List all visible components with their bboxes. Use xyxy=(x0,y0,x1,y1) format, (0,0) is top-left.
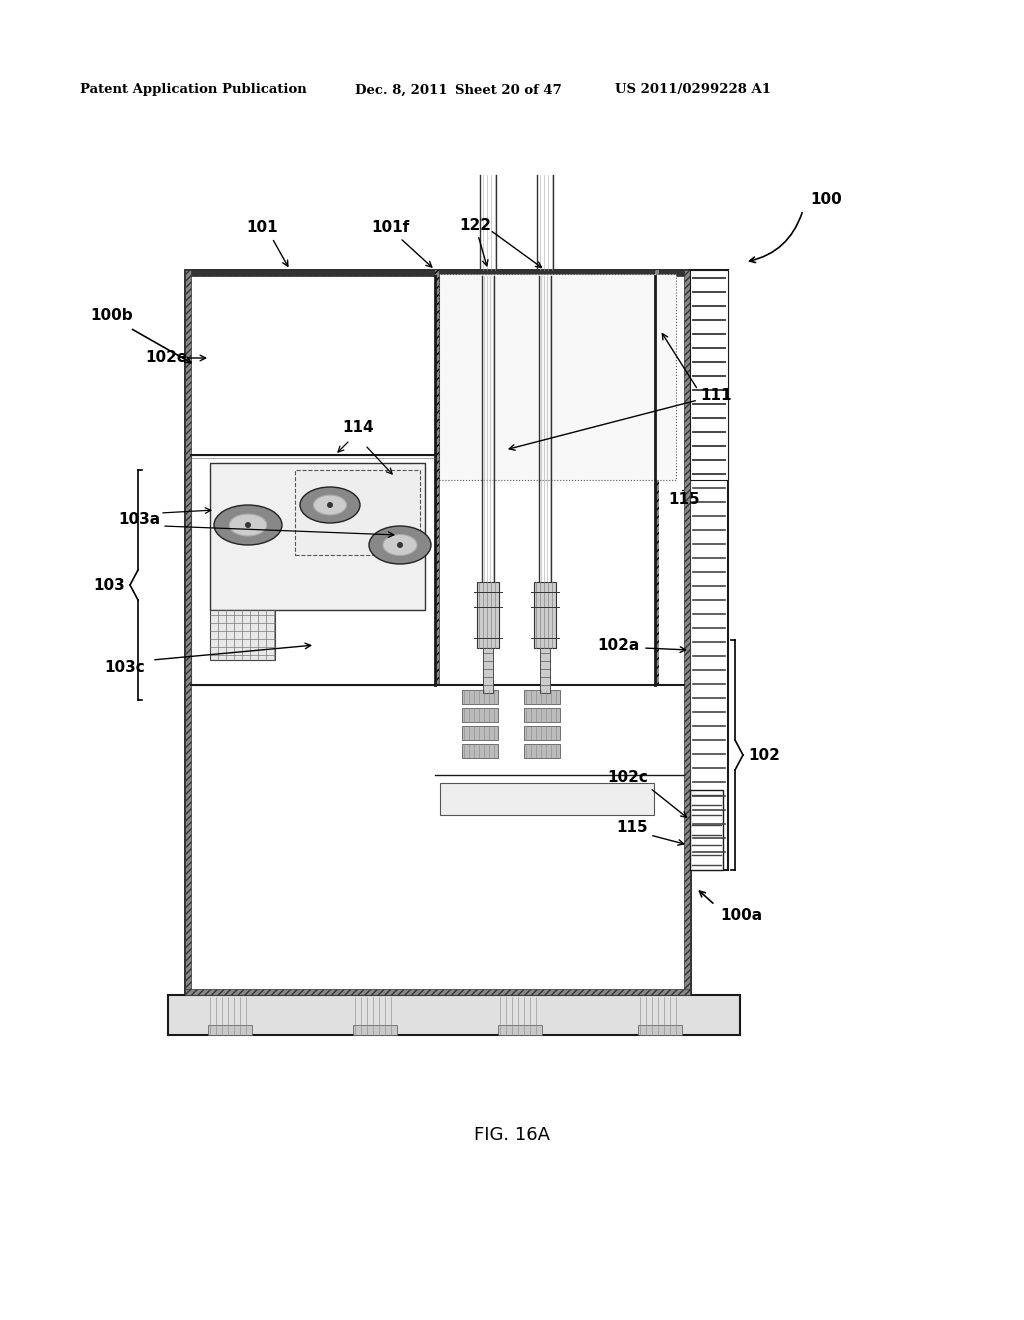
Bar xyxy=(690,271,728,480)
Bar xyxy=(185,989,690,995)
Text: 102a: 102a xyxy=(598,638,640,652)
Circle shape xyxy=(245,521,251,528)
Bar xyxy=(690,271,728,870)
Text: Sheet 20 of 47: Sheet 20 of 47 xyxy=(455,83,562,96)
Text: 103a: 103a xyxy=(118,512,160,528)
Bar xyxy=(462,690,498,704)
Text: FIG. 16A: FIG. 16A xyxy=(474,1126,550,1144)
Bar xyxy=(191,455,435,685)
Bar xyxy=(638,1026,682,1035)
Bar xyxy=(477,582,499,648)
Bar xyxy=(524,708,560,722)
Text: 102c: 102c xyxy=(607,771,648,785)
Text: Dec. 8, 2011: Dec. 8, 2011 xyxy=(355,83,447,96)
Text: 102e: 102e xyxy=(145,351,187,366)
Text: US 2011/0299228 A1: US 2011/0299228 A1 xyxy=(615,83,771,96)
Bar xyxy=(439,275,676,480)
Ellipse shape xyxy=(383,535,417,556)
Ellipse shape xyxy=(214,506,282,545)
Ellipse shape xyxy=(313,495,346,515)
Text: Patent Application Publication: Patent Application Publication xyxy=(80,83,307,96)
Bar xyxy=(524,726,560,741)
Bar xyxy=(524,690,560,704)
Text: 100: 100 xyxy=(810,193,842,207)
Bar xyxy=(353,1026,397,1035)
Bar xyxy=(435,680,439,685)
Bar xyxy=(168,995,740,1035)
Text: 101f: 101f xyxy=(371,220,410,235)
Bar xyxy=(524,744,560,758)
Bar xyxy=(185,271,690,276)
Text: 100a: 100a xyxy=(720,908,762,923)
Bar xyxy=(690,789,723,870)
Text: 114: 114 xyxy=(342,421,374,436)
Bar xyxy=(295,470,420,554)
Bar xyxy=(483,648,493,693)
Text: 101: 101 xyxy=(246,220,278,235)
Bar xyxy=(435,271,439,685)
Bar xyxy=(534,582,556,648)
Text: 111: 111 xyxy=(700,388,731,403)
Ellipse shape xyxy=(369,525,431,564)
Text: 100b: 100b xyxy=(90,308,133,322)
Bar xyxy=(540,648,550,693)
Bar xyxy=(210,463,425,610)
Text: 122: 122 xyxy=(459,218,490,232)
Text: 102: 102 xyxy=(748,747,780,763)
Bar xyxy=(210,610,275,660)
Bar xyxy=(440,783,654,814)
Bar xyxy=(462,726,498,741)
Circle shape xyxy=(397,543,403,548)
Bar xyxy=(185,271,690,995)
Ellipse shape xyxy=(229,513,266,536)
Bar xyxy=(462,708,498,722)
Bar xyxy=(498,1026,542,1035)
Bar xyxy=(655,271,659,685)
Text: 115: 115 xyxy=(668,492,699,507)
Text: 115: 115 xyxy=(616,821,648,836)
Text: 103c: 103c xyxy=(104,660,145,676)
Bar xyxy=(462,744,498,758)
Bar xyxy=(185,271,191,995)
Text: 103: 103 xyxy=(93,578,125,593)
Bar xyxy=(208,1026,252,1035)
Ellipse shape xyxy=(300,487,360,523)
Bar xyxy=(684,271,690,995)
Circle shape xyxy=(327,502,333,508)
